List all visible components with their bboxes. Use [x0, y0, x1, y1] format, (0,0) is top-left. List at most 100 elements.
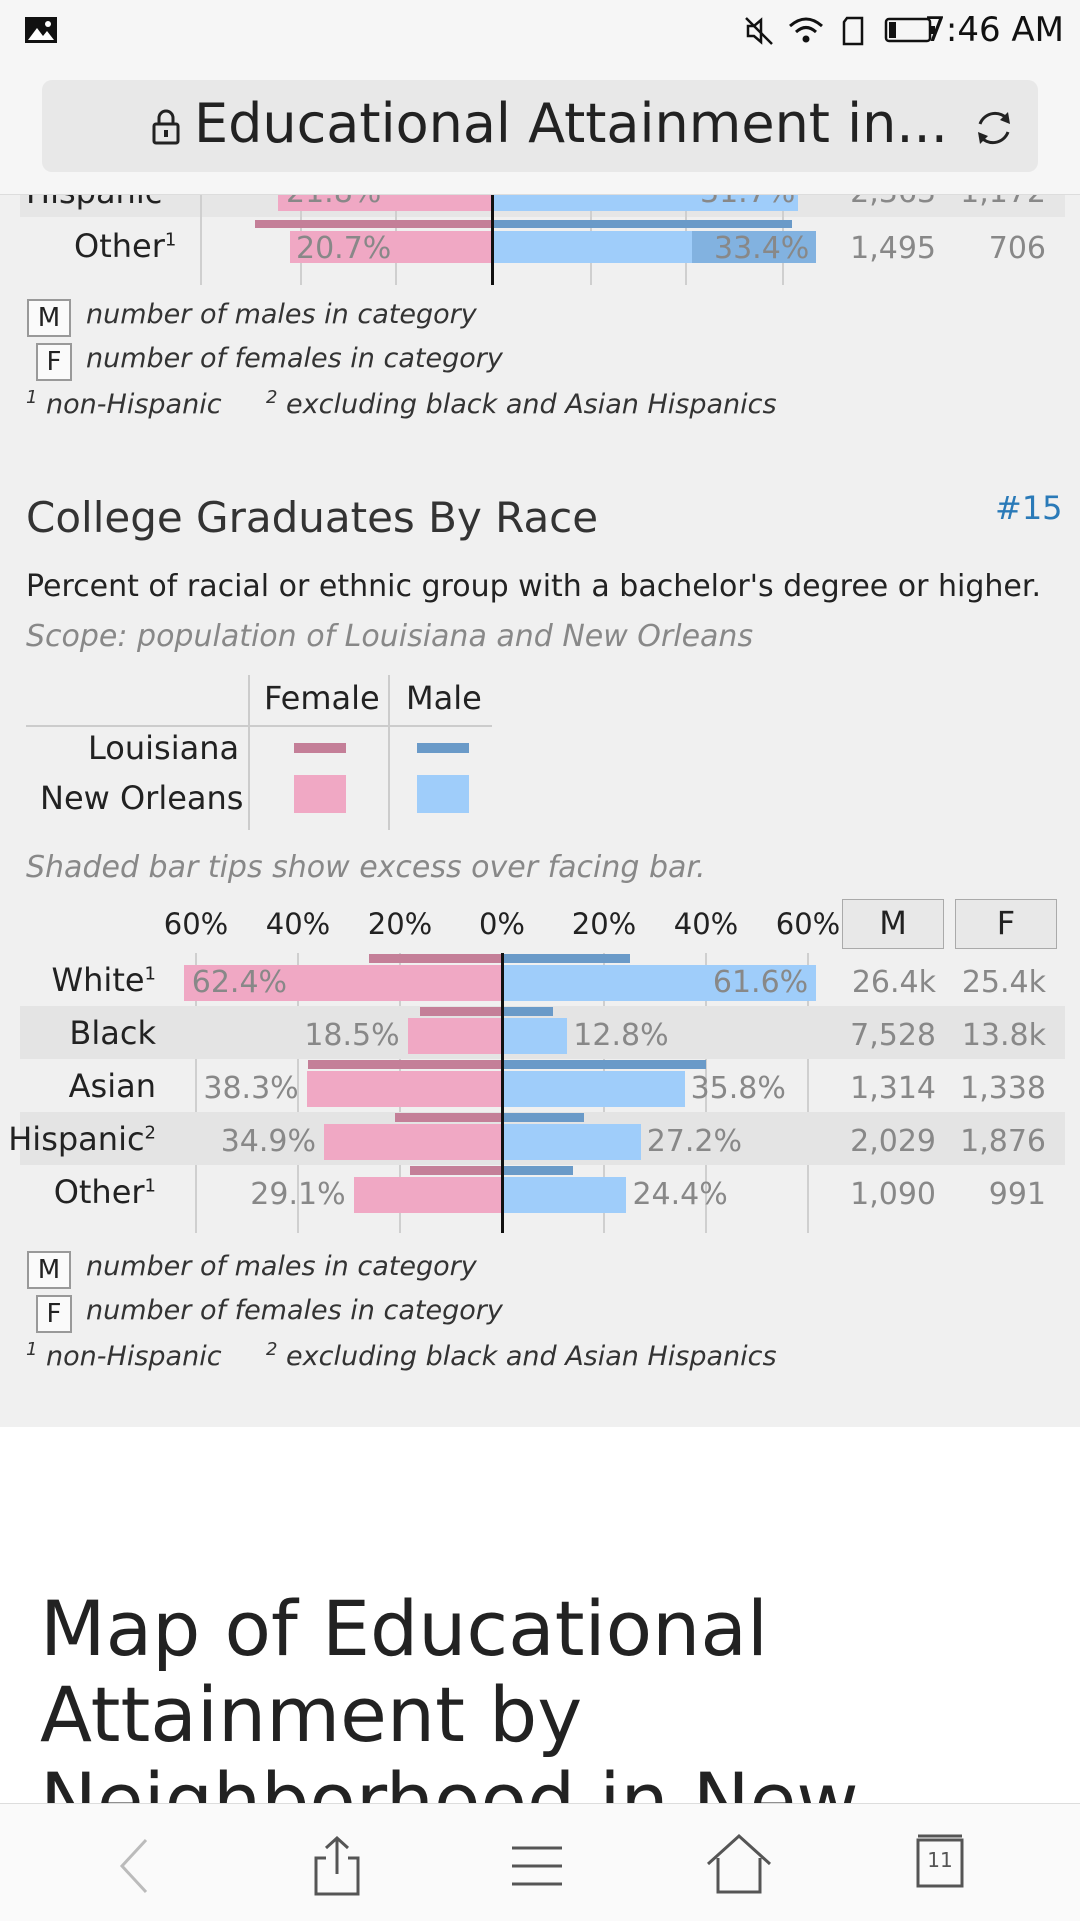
axis-tick-label: 60%	[775, 907, 841, 941]
status-bar: 7:46 AM	[0, 0, 1080, 64]
mute-icon	[745, 17, 773, 45]
female-pct-label: 29.1%	[250, 1177, 346, 1212]
m-count: 2,029	[850, 1124, 936, 1159]
section-number-link[interactable]: #15	[995, 489, 1063, 527]
male-louisiana-bar	[502, 1166, 574, 1175]
m-legend-key: M	[27, 299, 71, 337]
f-legend-text: number of females in category	[86, 1295, 503, 1326]
female-louisiana-bar	[308, 1060, 502, 1069]
female-pct-label: 62.4%	[191, 965, 288, 1000]
tabs-count: 11	[927, 1848, 953, 1872]
lock-icon	[152, 109, 180, 145]
male-louisiana-bar	[502, 954, 630, 963]
male-pct-label: 61.6%	[712, 965, 809, 1000]
next-section-title: Map of Educational Attainment by Neighbo…	[40, 1586, 859, 1803]
browser-bottom-nav: 11	[0, 1803, 1080, 1921]
male-pct-label: 33.4%	[714, 231, 810, 266]
row-label: Black	[69, 1014, 156, 1052]
male-louisiana-bar	[502, 1060, 706, 1069]
center-axis	[501, 953, 504, 1233]
address-bar[interactable]: Educational Attainment in...	[42, 80, 1038, 172]
male-new-orleans-bar	[502, 965, 817, 1001]
f-count: 1,338	[960, 1071, 1046, 1106]
home-icon[interactable]	[704, 1830, 774, 1900]
chart-note: Shaded bar tips show excess over facing …	[26, 850, 706, 885]
male-new-orleans-bar	[502, 1018, 568, 1054]
gridline	[705, 953, 707, 1233]
key-row-new-orleans: New Orleans	[40, 779, 244, 817]
female-pct-label: 21.8%	[286, 195, 381, 210]
male-new-orleans-bar	[502, 1177, 627, 1213]
clock: 7:46 AM	[924, 10, 1064, 50]
tabs-icon	[916, 1834, 964, 1888]
key-col-female: Female	[264, 679, 380, 717]
axis-tick-label: 40%	[265, 907, 331, 941]
m-legend-text: number of males in category	[86, 1251, 477, 1282]
key-table: Female Male Louisiana New Orleans	[26, 675, 496, 835]
page-title-in-url: Educational Attainment in...	[194, 92, 948, 155]
section-title: College Graduates By Race	[26, 493, 599, 542]
male-louisiana-bar	[502, 1113, 584, 1122]
key-row-louisiana: Louisiana	[88, 729, 240, 767]
sim-icon	[842, 16, 864, 46]
row-label: Hispanic2	[8, 1120, 156, 1158]
f-legend-key: F	[36, 1295, 72, 1333]
female-new-orleans-bar	[353, 1177, 502, 1213]
female-pct-label: 38.3%	[203, 1071, 299, 1106]
row-label: White1	[51, 961, 157, 999]
female-new-orleans-bar	[306, 1071, 502, 1107]
female-louisiana-bar	[410, 1166, 502, 1175]
gridline	[807, 953, 809, 1233]
tabs-button[interactable]: 11	[916, 1834, 964, 1888]
f-count: 13.8k	[961, 1018, 1046, 1053]
row-label: Hispanic	[26, 195, 162, 211]
key-male-new-orleans-swatch	[417, 775, 469, 813]
female-louisiana-bar	[420, 1007, 502, 1016]
m-count: 2,363	[836, 195, 936, 210]
f-legend-text: number of females in category	[86, 343, 503, 374]
axis-tick-label: 40%	[673, 907, 739, 941]
male-new-orleans-bar	[502, 1124, 641, 1160]
f-count: 706	[988, 231, 1046, 266]
female-new-orleans-bar	[183, 965, 502, 1001]
menu-icon[interactable]	[502, 1830, 572, 1900]
footnote-1: 1 non-Hispanic	[26, 387, 222, 420]
male-louisiana-bar	[502, 1007, 553, 1016]
reload-icon[interactable]	[972, 106, 1016, 150]
female-new-orleans-bar	[407, 1018, 502, 1054]
footnote-1: 1 non-Hispanic	[26, 1339, 222, 1372]
axis-tick-label: 20%	[367, 907, 433, 941]
m-count: 26.4k	[851, 965, 936, 1000]
m-count-header: M	[842, 899, 944, 949]
male-pct-label: 12.8%	[573, 1018, 669, 1053]
footnote-2: 2 excluding black and Asian Hispanics	[266, 1339, 777, 1372]
browser-toolbar: Educational Attainment in...	[0, 64, 1080, 195]
share-icon[interactable]	[302, 1830, 372, 1900]
section-scope: Scope: population of Louisiana and New O…	[26, 619, 754, 654]
f-count: 25.4k	[961, 965, 1046, 1000]
female-louisiana-bar	[369, 954, 502, 963]
battery-icon	[884, 17, 935, 43]
male-pct-label: 35.8%	[690, 1071, 786, 1106]
row-label: Other1	[74, 227, 177, 265]
axis-tick-label: 60%	[163, 907, 229, 941]
prev-chart: Hispanic 21.8% 31.7% 2,363 1,172 Other1 …	[0, 195, 1080, 285]
gridline	[195, 953, 197, 1233]
male-pct-label: 31.7%	[700, 195, 795, 210]
key-female-louisiana-swatch	[294, 743, 346, 753]
back-icon[interactable]	[102, 1830, 172, 1900]
m-count: 1,090	[850, 1177, 936, 1212]
section-description: Percent of racial or ethnic group with a…	[26, 569, 1041, 604]
female-pct-label: 34.9%	[220, 1124, 317, 1159]
f-count-header: F	[955, 899, 1057, 949]
female-pct-label: 18.5%	[304, 1018, 400, 1053]
page-content: Hispanic 21.8% 31.7% 2,363 1,172 Other1 …	[0, 195, 1080, 1427]
f-count: 1,172	[946, 195, 1046, 210]
m-legend-text: number of males in category	[86, 299, 477, 330]
key-male-louisiana-swatch	[417, 743, 469, 753]
key-col-male: Male	[406, 679, 482, 717]
male-new-orleans-bar	[502, 1071, 685, 1107]
female-louisiana-bar	[394, 1113, 502, 1122]
f-legend-key: F	[36, 343, 72, 381]
male-pct-label: 24.4%	[632, 1177, 728, 1212]
